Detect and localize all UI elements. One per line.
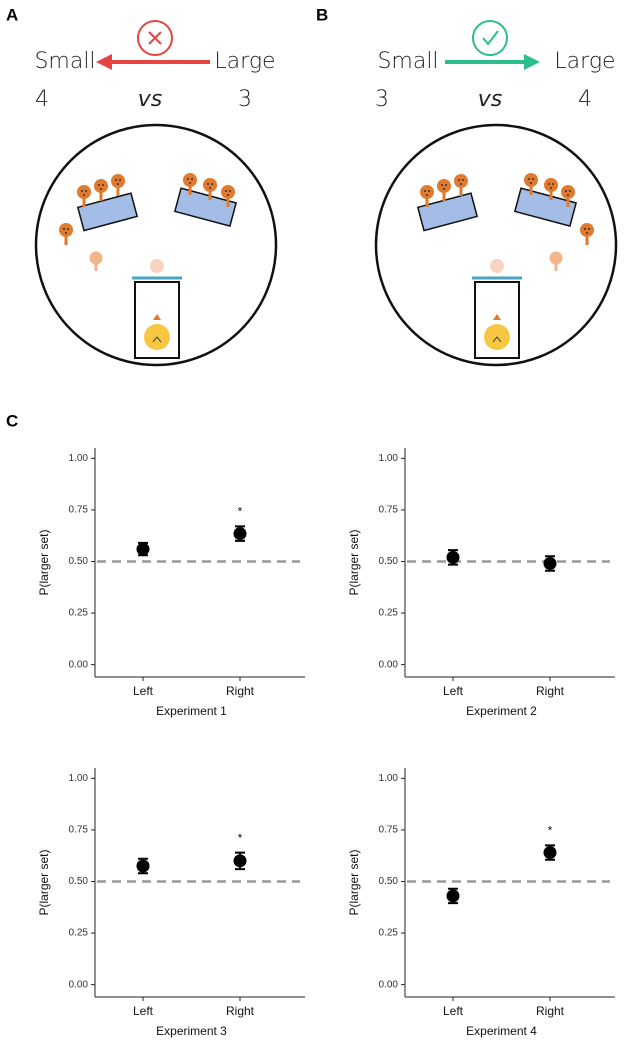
cross <box>148 31 162 45</box>
point <box>136 542 150 556</box>
left-label: Small <box>377 49 438 74</box>
y-tick-label: 0.25 <box>69 608 89 619</box>
panel-label: B <box>316 5 328 24</box>
point <box>543 846 557 860</box>
y-axis-title: P(larger set) <box>347 529 361 595</box>
x-tick-label: Right <box>226 684 255 698</box>
significance-label: * <box>238 505 243 519</box>
arena <box>34 123 278 367</box>
x-tick-label: Right <box>536 1004 565 1018</box>
y-tick-label: 0.50 <box>379 556 399 567</box>
y-axis-title: P(larger set) <box>37 849 51 915</box>
x-tick-label: Right <box>536 684 565 698</box>
y-tick-label: 1.00 <box>379 453 399 464</box>
vs: vs <box>138 87 162 112</box>
left-count: 4 <box>35 87 49 112</box>
item <box>437 179 451 201</box>
y-axis-title: P(larger set) <box>347 849 361 915</box>
y-tick-label: 0.00 <box>69 979 89 990</box>
arrow-head <box>524 54 540 70</box>
item <box>111 174 125 196</box>
box <box>76 192 139 232</box>
point <box>543 557 557 571</box>
right-label: Large <box>554 49 615 74</box>
moving-item <box>549 251 563 271</box>
panel-b: B Small Large 3 vs 4 <box>316 5 618 367</box>
check <box>482 30 499 46</box>
left-count: 3 <box>375 87 389 112</box>
point <box>446 889 460 903</box>
vs: vs <box>478 87 502 112</box>
y-tick-label: 0.50 <box>69 876 89 887</box>
item <box>454 174 468 196</box>
chick <box>130 257 184 360</box>
chick <box>470 257 524 360</box>
y-tick-label: 0.00 <box>379 659 399 670</box>
y-tick-label: 0.50 <box>69 556 89 567</box>
right-count: 3 <box>238 87 252 112</box>
point <box>233 527 247 541</box>
point <box>446 550 460 564</box>
box <box>513 187 578 228</box>
x-axis-title: Experiment 1 <box>156 704 227 718</box>
x-tick-label: Left <box>443 1004 464 1018</box>
x-tick-label: Right <box>226 1004 255 1018</box>
y-tick-label: 0.25 <box>379 928 399 939</box>
y-tick-label: 0.75 <box>69 825 89 836</box>
panel-a: A Small Large 4 vs 3 <box>6 5 278 367</box>
y-tick-label: 0.50 <box>379 876 399 887</box>
y-tick-label: 0.00 <box>379 979 399 990</box>
arena <box>374 123 618 367</box>
significance-label: * <box>238 831 243 845</box>
panel-label: C <box>6 411 18 430</box>
panel-label: A <box>6 5 18 24</box>
x-tick-label: Left <box>443 684 464 698</box>
y-tick-label: 0.75 <box>379 825 399 836</box>
x-axis-title: Experiment 4 <box>466 1024 537 1038</box>
item <box>94 179 108 201</box>
moving-item <box>89 251 103 271</box>
right-count: 4 <box>578 87 592 112</box>
y-tick-label: 1.00 <box>69 773 89 784</box>
item <box>59 223 73 245</box>
x-axis-title: Experiment 3 <box>156 1024 227 1038</box>
y-tick-label: 0.75 <box>379 505 399 516</box>
check-icon <box>472 20 508 56</box>
y-tick-label: 0.25 <box>379 608 399 619</box>
item <box>580 223 594 245</box>
right-label: Large <box>214 49 275 74</box>
significance-label: * <box>548 824 553 838</box>
y-tick-label: 0.25 <box>69 928 89 939</box>
x-axis-title: Experiment 2 <box>466 704 537 718</box>
point <box>136 859 150 873</box>
x-tick-label: Left <box>133 684 154 698</box>
point <box>233 854 247 868</box>
y-tick-label: 0.00 <box>69 659 89 670</box>
left-label: Small <box>34 49 95 74</box>
y-axis-title: P(larger set) <box>37 529 51 595</box>
y-tick-label: 1.00 <box>69 453 89 464</box>
arrow-head <box>96 54 112 70</box>
cross-icon <box>137 20 173 56</box>
y-tick-label: 1.00 <box>379 773 399 784</box>
x-tick-label: Left <box>133 1004 154 1018</box>
y-tick-label: 0.75 <box>69 505 89 516</box>
